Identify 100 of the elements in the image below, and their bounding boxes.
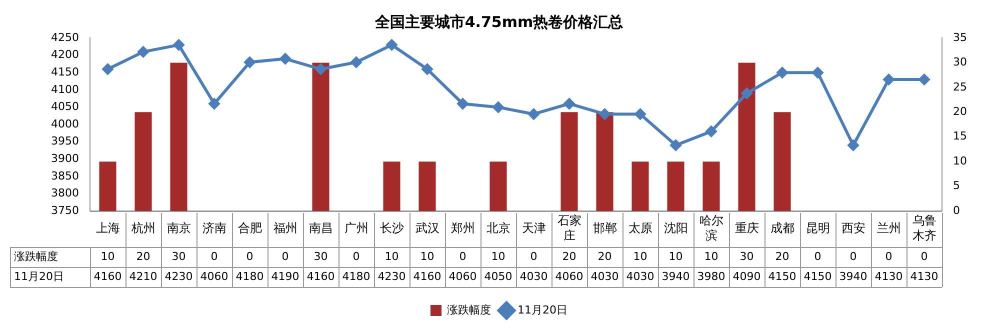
data-label: 0 [352,250,360,263]
point [918,74,930,86]
data-label: 30 [740,250,754,263]
y-tick-label: 4150 [51,65,79,78]
x-tick-label: 邯郸 [592,221,617,236]
point [208,98,220,110]
point [564,98,575,110]
x-tick-label: 兰州 [876,221,901,236]
bar [134,112,152,211]
data-label: 3940 [839,270,868,283]
point [386,39,398,50]
point [776,67,788,78]
data-label: 10 [420,250,434,263]
data-label: 0 [246,250,254,263]
bar [632,162,649,211]
x-tick-label: 乌鲁木齐 [912,214,936,243]
point [102,64,114,75]
y2-tick-label: 20 [953,105,968,118]
data-label: 4090 [732,270,761,283]
data-label: 0 [885,250,892,263]
point [812,67,824,78]
data-label: 3980 [697,270,726,283]
data-label: 4030 [520,270,548,283]
y-tick-label: 3950 [51,134,79,148]
text: 11月20日 [14,270,64,283]
y2-tick-label: 0 [953,204,960,217]
point [634,108,646,120]
chart-title: 全国主要城市4.75mm热卷价格汇总 [374,12,624,31]
data-label: 4130 [874,270,903,283]
data-label: 4160 [306,270,335,283]
x-tick-label: 郑州 [450,221,475,236]
y-tick-label: 3800 [51,186,79,200]
bar [312,62,330,211]
x-tick-label: 重庆 [734,221,759,236]
point [280,53,291,64]
data-label: 4030 [590,270,619,283]
y2-tick-label: 15 [953,130,968,143]
legend-label: 11月20日 [518,303,568,316]
x-tick-label: 太原 [628,221,652,236]
point [528,108,540,120]
x-tick-label: 沈阳 [664,221,688,236]
point [599,108,610,120]
point [244,56,256,68]
data-label: 4130 [910,270,938,283]
data-label: 30 [314,250,328,263]
data-label: 4230 [378,270,406,283]
point [883,74,894,86]
x-tick-label: 南京 [166,221,191,236]
text: 涨跌幅度 [14,250,58,263]
data-label: 0 [210,250,218,263]
point [173,39,184,50]
point [492,102,504,113]
data-label: 4230 [164,270,193,283]
point [706,126,717,137]
data-label: 4180 [236,270,264,283]
data-label: 10 [668,250,683,263]
data-label: 4150 [804,270,832,283]
data-label: 10 [100,250,115,263]
data-label: 0 [814,250,822,263]
data-label: 0 [530,250,538,263]
x-tick-label: 西安 [841,221,866,236]
data-label: 0 [920,250,928,263]
point [848,140,859,151]
data-label: 4160 [413,270,442,283]
point [741,88,752,99]
data-label: 0 [459,250,466,263]
data-label: 10 [704,250,718,263]
x-tick-label: 哈尔滨 [699,214,724,243]
point [138,46,149,58]
y-tick-label: 4050 [51,100,79,114]
x-tick-label: 昆明 [806,221,830,236]
data-label: 10 [633,250,648,263]
x-tick-label: 福州 [273,221,298,236]
bar [774,112,791,211]
point [315,64,326,75]
x-tick-label: 石家庄 [557,214,582,243]
x-tick-label: 合肥 [238,221,262,236]
y-tick-label: 4100 [51,82,79,96]
data-label: 10 [491,250,506,263]
data-label: 10 [384,250,399,263]
y-tick-label: 3750 [51,204,79,217]
bar [667,162,684,211]
data-label: 20 [598,250,612,263]
bar [418,162,436,211]
y2-tick-label: 5 [953,179,960,192]
bar [99,162,116,211]
x-tick-label: 南昌 [308,221,333,236]
x-tick-label: 武汉 [415,221,440,236]
y2-tick-label: 10 [953,154,968,168]
data-label: 4190 [271,270,300,283]
data-label: 4060 [200,270,228,283]
y-tick-label: 3900 [51,152,79,165]
x-tick-label: 天津 [522,221,546,236]
y2-tick-label: 35 [953,30,968,44]
y-tick-label: 4200 [51,48,79,62]
data-label: 30 [172,250,186,263]
y-tick-label: 4000 [51,117,79,130]
x-tick-label: 广州 [344,221,368,236]
y-tick-label: 4250 [51,30,79,44]
bar [560,112,578,211]
